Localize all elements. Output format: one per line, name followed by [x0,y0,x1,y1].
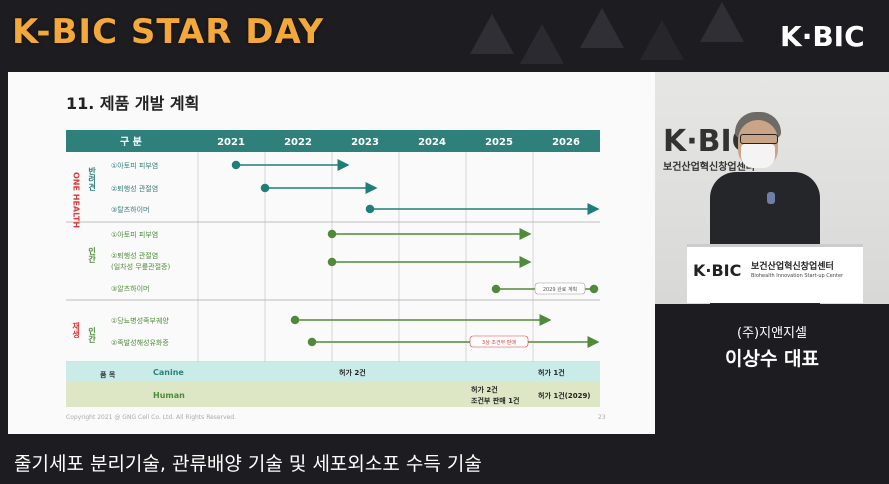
product-header: 품 목 [100,370,116,379]
human-row-bg [66,382,600,407]
human-2025-a: 허가 2건 [471,385,498,394]
row-label: ①당뇨병성족부궤양 [111,316,169,325]
year-2025: 2025 [485,137,513,148]
row-label: ①아토피 피부염 [111,230,158,239]
wall-text: 보건산업혁신창업센터 [663,162,755,173]
decor-triangle [700,2,744,42]
row-label: ①아토피 피부염 [111,161,158,170]
note-conditional [469,335,529,348]
development-plan-table: 구 분 2021 2022 2023 2024 2025 2026 ONE HE… [66,130,600,407]
year-2024: 2024 [418,137,446,148]
sub-human: 인간 [87,246,96,264]
podium-english: Biohealth Innovation Start-up Center [751,273,844,279]
year-2023: 2023 [351,137,379,148]
sub-treat-human: 인간 [87,326,96,344]
category-treatment: 재생 [72,321,81,339]
canine-2023: 허가 2건 [339,368,366,377]
note-2029-text: 2029 완료 계획 [543,286,577,293]
presenter-video: K·BIC 보건산업혁신창업센터 K·BIC 보건산업혁신창업센터 Biohea… [655,72,889,304]
row-label: ③알츠하이머 [111,284,149,293]
caption-text: 줄기세포 분리기술, 관류배양 기술 및 세포외소포 수득 기술 [14,453,482,475]
presenter-company: (주)지앤지셀 [737,326,807,341]
row-labels: ①아토피 피부염 ②퇴행성 관절염 ③탈츠하이머 [111,161,158,214]
presentation-slide: 11. 제품 개발 계획 구 분 2021 2022 2023 2024 202… [8,72,655,434]
year-2021: 2021 [217,137,245,148]
glasses [740,134,778,144]
human-2026: 허가 1건(2029) [538,391,591,400]
note-conditional-text: 3상 조건부 판매 [482,339,516,346]
canine-label: Canine [153,368,184,377]
row-label: ③탈츠하이머 [111,205,149,214]
row-labels-human: ①아토피 피부염 ②퇴행성 관절염 (일차성 무릎관절증) ③알츠하이머 ①당뇨… [111,230,170,347]
decor-triangle [580,8,624,48]
podium: K·BIC 보건산업혁신창업센터 Biohealth Innovation St… [687,244,863,303]
microphone-icon [767,192,775,204]
category-one-health: ONE HEALTH [72,172,81,228]
caption-bar [0,436,889,484]
podium-korean: 보건산업혁신창업센터 [751,262,834,272]
timeline-end-dot [589,284,599,294]
decor-triangle [470,14,514,54]
podium-logo: K·BIC [693,261,742,280]
row-label: (일차성 무릎관절증) [111,262,170,271]
row-label: ②족발성해성유화증 [111,338,169,347]
human-2025-b: 조건부 판매 1건 [471,396,519,405]
header-label: 구 분 [120,136,142,148]
canine-2026: 허가 1건 [538,368,565,377]
year-2022: 2022 [284,137,312,148]
canine-row-bg [66,362,600,382]
brand-title: K-BIC STAR DAY [12,12,325,52]
copyright: Copyright 2021 @ GNG Cell Co. Ltd. All R… [66,414,237,421]
year-headers: 2021 2022 2023 2024 2025 2026 [217,137,580,148]
row-label: ②퇴행성 관절염 [111,251,158,260]
decor-triangle [640,20,684,60]
kbic-logo: K·BIC [780,20,865,53]
sub-companion: 반려견 [87,166,96,192]
face-mask [741,144,775,168]
note-2029 [534,282,586,295]
table-header-bg [66,130,600,152]
slide-title: 11. 제품 개발 계획 [66,94,200,113]
row-label: ②퇴행성 관절염 [111,184,158,193]
broadcast-header: K-BIC STAR DAY K·BIC [0,0,889,70]
companion-arrows [231,159,600,215]
human-label: Human [153,391,185,400]
presenter-name: 이상수 대표 [724,348,819,370]
decor-triangle [520,24,564,64]
year-2026: 2026 [552,137,580,148]
page-number: 23 [598,414,606,421]
